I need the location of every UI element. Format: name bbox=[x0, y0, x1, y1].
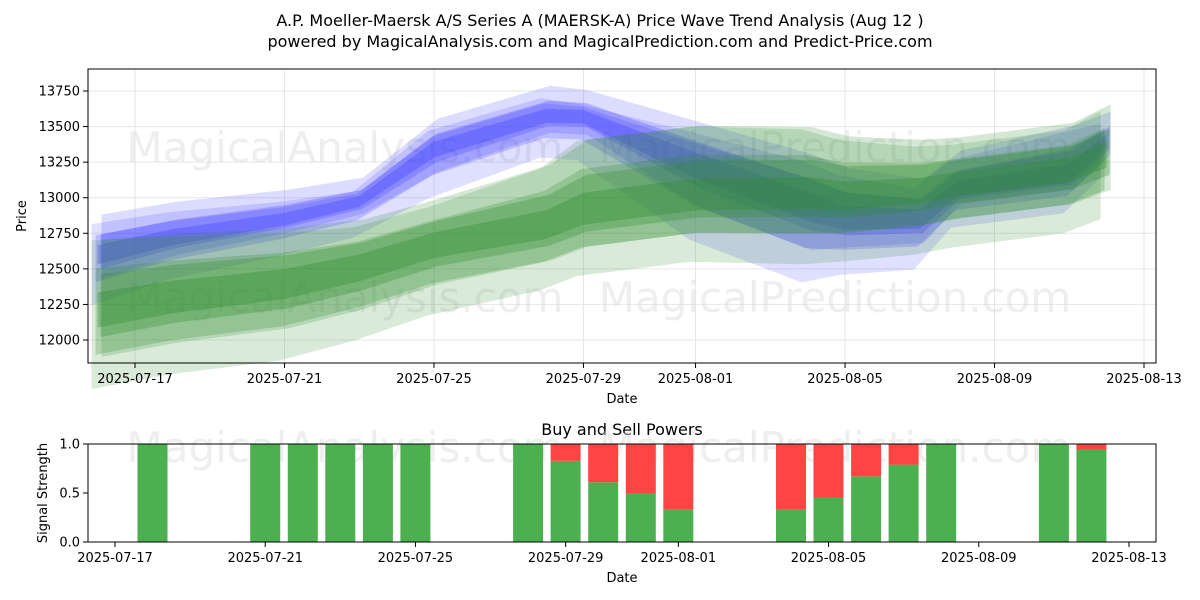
price-y-tick-label: 12250 bbox=[39, 298, 80, 313]
watermark-top-right-lower: MagicalPrediction.com bbox=[599, 273, 1072, 322]
price-x-tick-label: 2025-08-13 bbox=[1106, 372, 1182, 387]
green-wave-band bbox=[101, 104, 1111, 357]
price-panel: MagicalAnalysis.com MagicalPrediction.co… bbox=[15, 68, 1182, 407]
price-y-tick-label: 12750 bbox=[39, 227, 80, 242]
watermark-top-right-upper: MagicalPrediction.com bbox=[599, 123, 1072, 172]
price-grid bbox=[88, 69, 1156, 363]
buy-bar bbox=[588, 482, 619, 542]
buy-bar bbox=[550, 460, 581, 542]
price-bands bbox=[91, 85, 1111, 390]
signal-x-tick-label: 2025-08-01 bbox=[641, 551, 717, 566]
green-wave-band bbox=[95, 127, 1105, 355]
price-ticks: 2025-07-17 2025-07-21 2025-07-25 2025-07-29… bbox=[39, 85, 1182, 388]
sell-bar bbox=[550, 444, 581, 461]
sell-bar bbox=[813, 444, 844, 498]
buy-bar bbox=[663, 509, 694, 542]
buy-bar bbox=[1076, 449, 1107, 542]
buy-bar bbox=[513, 444, 544, 542]
green-wave-band bbox=[97, 142, 1107, 328]
buy-bar bbox=[400, 444, 431, 542]
price-x-tick-label: 2025-08-09 bbox=[957, 372, 1033, 387]
sell-bar bbox=[888, 444, 919, 465]
price-x-tick-label: 2025-07-25 bbox=[396, 372, 472, 387]
buy-bar bbox=[813, 497, 844, 542]
figure-title-line1: A.P. Moeller-Maersk A/S Series A (MAERSK… bbox=[276, 11, 923, 30]
price-y-tick-label: 13250 bbox=[39, 156, 80, 171]
blue-wave-band bbox=[95, 103, 1105, 283]
sell-bar bbox=[776, 444, 806, 510]
signal-x-tick-label: 2025-07-17 bbox=[77, 551, 153, 566]
buy-bar bbox=[888, 464, 919, 542]
price-y-axis-label: Price bbox=[15, 200, 30, 232]
price-plot-area bbox=[88, 69, 1156, 363]
sell-bar bbox=[851, 444, 882, 477]
price-y-tick-label: 13000 bbox=[39, 191, 80, 206]
signal-y-tick-label: 0.0 bbox=[59, 536, 80, 551]
signal-x-tick-label: 2025-07-21 bbox=[227, 551, 303, 566]
price-x-tick-label: 2025-07-17 bbox=[97, 372, 173, 387]
green-wave-band bbox=[100, 129, 1110, 337]
signal-bars bbox=[137, 444, 1107, 542]
buy-bar bbox=[250, 444, 281, 542]
price-y-tick-label: 12500 bbox=[39, 262, 80, 277]
sell-bar bbox=[625, 444, 656, 493]
sell-bar bbox=[1076, 444, 1107, 450]
signal-x-tick-label: 2025-07-25 bbox=[378, 551, 454, 566]
blue-wave-band bbox=[97, 108, 1107, 265]
buy-bar bbox=[137, 444, 168, 542]
signal-x-axis-label: Date bbox=[606, 571, 637, 586]
price-x-tick-label: 2025-07-29 bbox=[546, 372, 622, 387]
buy-bar bbox=[851, 476, 882, 542]
signal-x-tick-label: 2025-08-05 bbox=[791, 551, 867, 566]
blue-wave-band bbox=[100, 100, 1110, 269]
buy-bar bbox=[926, 444, 957, 542]
price-plot-frame bbox=[87, 68, 1157, 364]
buy-bar bbox=[362, 444, 393, 542]
price-x-tick-label: 2025-07-21 bbox=[247, 372, 323, 387]
signal-x-tick-label: 2025-07-29 bbox=[528, 551, 604, 566]
signal-x-tick-label: 2025-08-13 bbox=[1091, 551, 1167, 566]
sell-bar bbox=[588, 444, 619, 483]
buy-bar bbox=[625, 493, 656, 542]
price-y-tick-label: 13500 bbox=[39, 120, 80, 135]
watermark-top-left-lower: MagicalAnalysis.com bbox=[127, 273, 564, 322]
signal-y-tick-label: 1.0 bbox=[59, 438, 80, 453]
signal-y-tick-label: 0.5 bbox=[59, 487, 80, 502]
price-y-tick-label: 12000 bbox=[39, 334, 80, 349]
blue-wave-band bbox=[91, 98, 1101, 306]
signal-panel: Buy and Sell Powers MagicalAnalysis.com … bbox=[36, 420, 1167, 586]
buy-bar bbox=[325, 444, 356, 542]
green-wave-band bbox=[91, 111, 1101, 390]
price-x-axis-label: Date bbox=[606, 392, 637, 407]
signal-ticks: 2025-07-17 2025-07-21 2025-07-25 2025-07-29… bbox=[59, 438, 1166, 567]
sell-bar bbox=[663, 444, 694, 510]
buy-bar bbox=[776, 509, 806, 542]
figure-title-line2: powered by MagicalAnalysis.com and Magic… bbox=[267, 32, 932, 51]
blue-wave-band bbox=[101, 85, 1111, 279]
signal-panel-title: Buy and Sell Powers bbox=[541, 420, 703, 439]
price-x-tick-label: 2025-08-01 bbox=[658, 372, 734, 387]
price-x-tick-label: 2025-08-05 bbox=[807, 372, 883, 387]
price-y-tick-label: 13750 bbox=[39, 85, 80, 100]
buy-bar bbox=[287, 444, 318, 542]
watermark-top-left-upper: MagicalAnalysis.com bbox=[127, 123, 564, 172]
buy-bar bbox=[1038, 444, 1069, 542]
signal-y-axis-label: Signal Strength bbox=[36, 443, 51, 543]
signal-x-tick-label: 2025-08-09 bbox=[941, 551, 1017, 566]
